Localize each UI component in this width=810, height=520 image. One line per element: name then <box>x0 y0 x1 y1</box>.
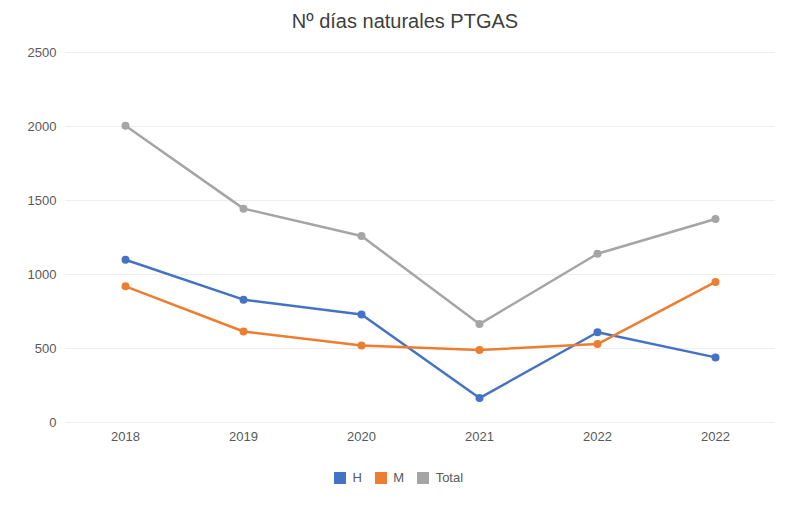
svg-text:1500: 1500 <box>28 193 57 208</box>
svg-text:500: 500 <box>35 341 57 356</box>
html-text:Nº días naturales PTGAS: Nº días naturales PTGAS <box>291 10 519 32</box>
svg-text:2000: 2000 <box>28 119 57 134</box>
html-text:Total: Total <box>435 470 464 485</box>
svg-text:2019: 2019 <box>229 429 258 444</box>
svg-text:2500: 2500 <box>28 45 57 60</box>
svg-text:2021: 2021 <box>465 429 494 444</box>
svg-text:2022: 2022 <box>583 429 612 444</box>
html-text:H: H <box>352 470 362 485</box>
svg-text:0: 0 <box>49 415 56 430</box>
svg-text:2022: 2022 <box>701 429 730 444</box>
svg-text:2018: 2018 <box>111 429 140 444</box>
html-text:M: M <box>393 470 405 485</box>
svg-text:1000: 1000 <box>28 267 57 282</box>
svg-text:2020: 2020 <box>347 429 376 444</box>
